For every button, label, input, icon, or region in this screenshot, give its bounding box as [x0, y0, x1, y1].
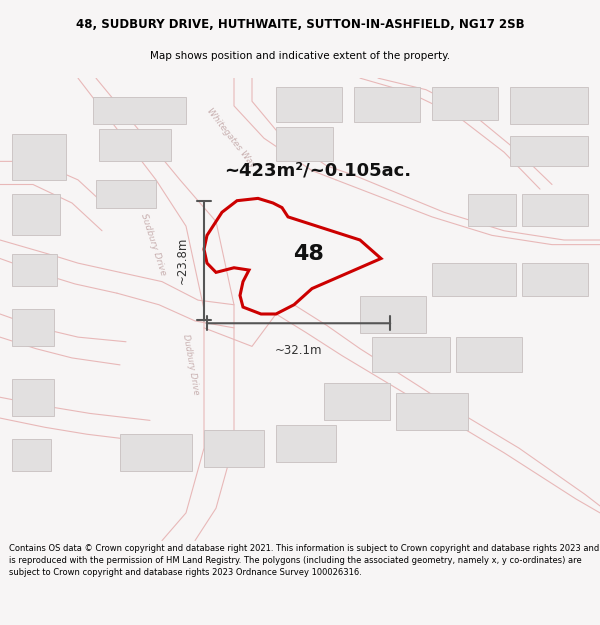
Polygon shape	[432, 263, 516, 296]
Polygon shape	[99, 129, 171, 161]
Polygon shape	[276, 425, 336, 462]
Polygon shape	[522, 194, 588, 226]
Polygon shape	[510, 88, 588, 124]
Polygon shape	[432, 88, 498, 120]
Polygon shape	[96, 180, 156, 208]
Polygon shape	[324, 383, 390, 421]
Polygon shape	[354, 88, 420, 122]
Polygon shape	[522, 263, 588, 296]
Polygon shape	[456, 337, 522, 372]
Text: 48: 48	[293, 244, 325, 264]
Polygon shape	[396, 392, 468, 429]
Text: ~32.1m: ~32.1m	[275, 344, 322, 357]
Polygon shape	[372, 337, 450, 372]
Polygon shape	[204, 429, 264, 467]
Text: Contains OS data © Crown copyright and database right 2021. This information is : Contains OS data © Crown copyright and d…	[9, 544, 599, 578]
Text: ~423m²/~0.105ac.: ~423m²/~0.105ac.	[224, 162, 412, 179]
Polygon shape	[12, 194, 60, 236]
Text: Sudbury Drive: Sudbury Drive	[139, 213, 167, 277]
Polygon shape	[12, 379, 54, 416]
Text: Map shows position and indicative extent of the property.: Map shows position and indicative extent…	[150, 51, 450, 61]
Text: ~23.8m: ~23.8m	[176, 237, 189, 284]
Text: Whitegates Way: Whitegates Way	[205, 107, 257, 170]
Polygon shape	[120, 434, 192, 471]
Polygon shape	[360, 296, 426, 333]
Polygon shape	[468, 194, 516, 226]
Polygon shape	[12, 134, 66, 180]
Polygon shape	[12, 309, 54, 346]
Polygon shape	[12, 439, 51, 471]
Text: 48, SUDBURY DRIVE, HUTHWAITE, SUTTON-IN-ASHFIELD, NG17 2SB: 48, SUDBURY DRIVE, HUTHWAITE, SUTTON-IN-…	[76, 19, 524, 31]
Polygon shape	[276, 127, 333, 161]
Polygon shape	[93, 97, 186, 124]
Polygon shape	[510, 136, 588, 166]
Text: Dudbury Drive: Dudbury Drive	[181, 334, 200, 396]
Polygon shape	[276, 88, 342, 122]
Polygon shape	[12, 254, 57, 286]
